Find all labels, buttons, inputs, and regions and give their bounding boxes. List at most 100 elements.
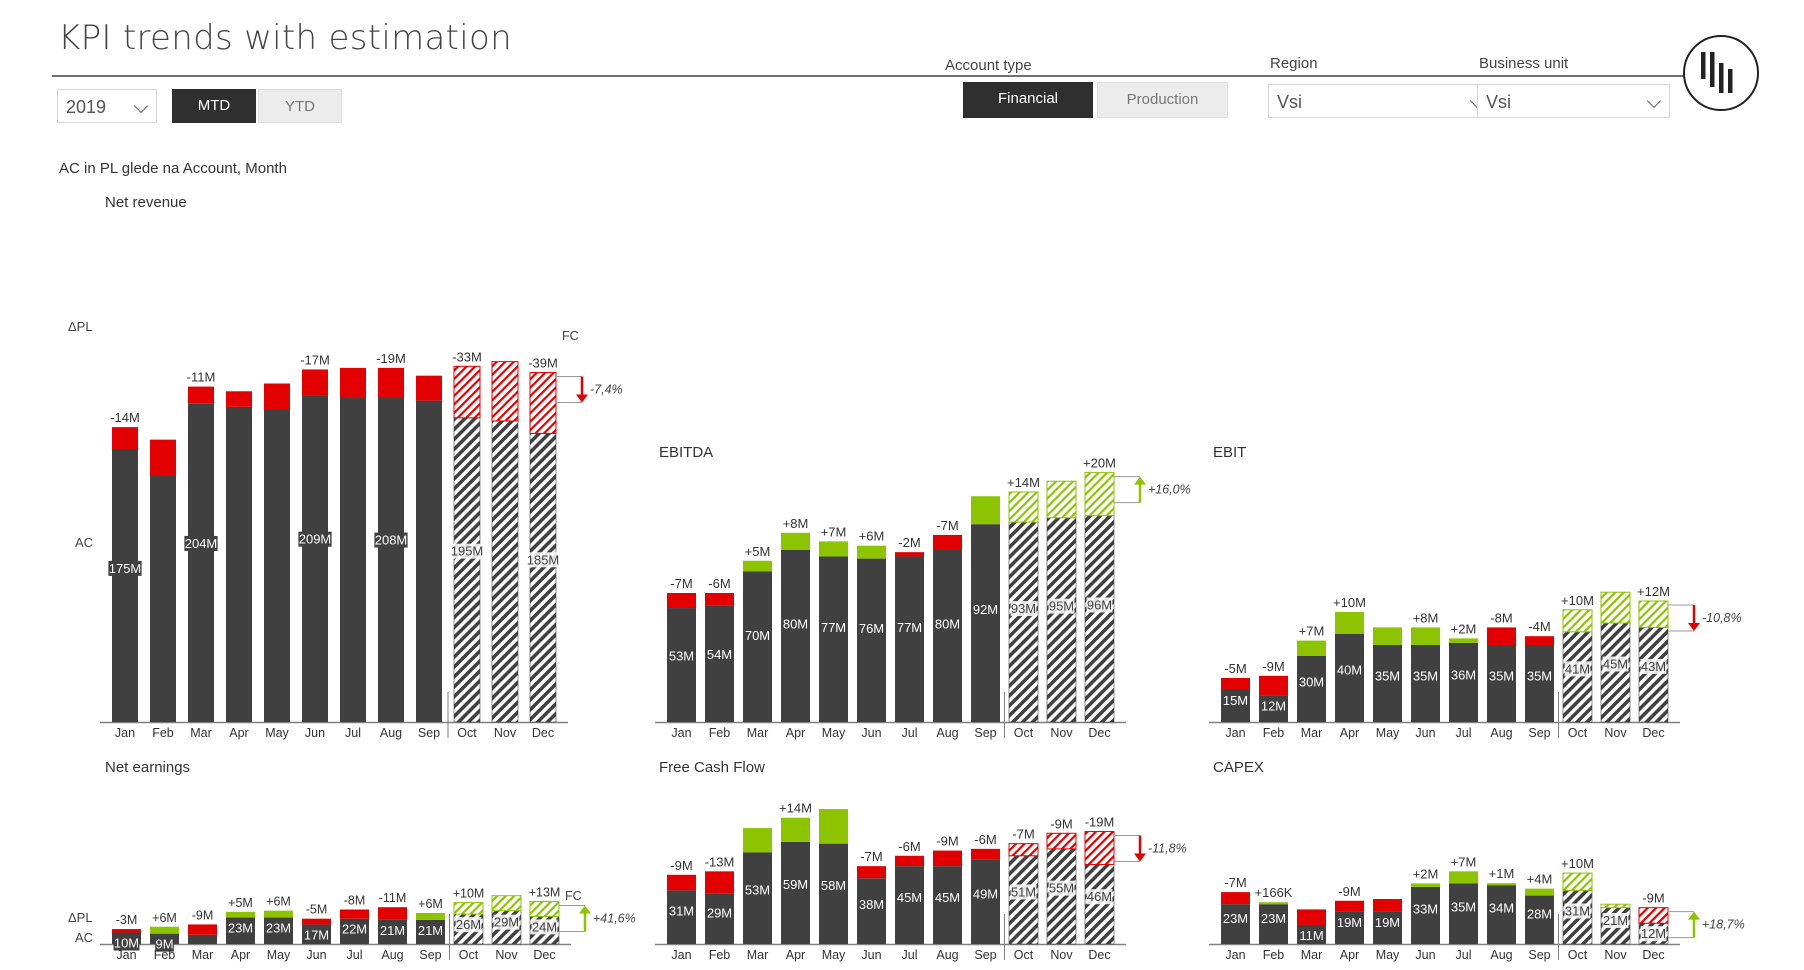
capex-category-label: May [1376, 948, 1400, 962]
net-earnings-delta-jun [302, 918, 331, 925]
net-revenue-category-label: Jun [305, 726, 325, 740]
net-earnings-category-label: Nov [495, 948, 518, 962]
ebitda-value-label: 77M [821, 620, 846, 635]
net-earnings-value-label: 9M [155, 937, 173, 952]
ebitda-value-label: 96M [1087, 597, 1112, 612]
net-earnings-category-label: Jul [347, 948, 363, 962]
ebitda-bar-feb [705, 605, 734, 722]
year-dropdown[interactable]: 2019 [57, 89, 157, 123]
free-cash-flow-value-label: 59M [783, 877, 808, 892]
ebitda-delta-label: +5M [745, 544, 771, 559]
net-revenue-category-label: Mar [190, 726, 212, 740]
business-unit-dropdown[interactable]: Vsi [1477, 84, 1670, 118]
ebit-delta-apr [1335, 612, 1364, 634]
net-revenue-chart: Net revenue -14M 175M Jan Feb -11M 204M Mar Apr M… [68, 194, 623, 740]
net-earnings-category-label: Sep [419, 948, 441, 962]
mtd-button[interactable]: MTD [172, 89, 256, 123]
ebitda-delta-sep [971, 496, 1000, 525]
ebit-value-label: 41M [1565, 661, 1590, 676]
free-cash-flow-bar-apr [781, 841, 810, 944]
net-revenue-delta-jul [340, 367, 366, 398]
capex-delta-oct [1562, 872, 1593, 891]
ebitda-value-label: 95M [1049, 599, 1074, 614]
net-revenue-bar-dec [529, 433, 557, 723]
capex-delta-dec [1638, 907, 1669, 924]
net-earnings-delta-label: +6M [418, 897, 443, 911]
free-cash-flow-category-label: Dec [1088, 948, 1110, 962]
free-cash-flow-value-label: 38M [859, 897, 884, 912]
free-cash-flow-value-label: 55M [1049, 881, 1074, 896]
ytd-button[interactable]: YTD [258, 89, 342, 123]
capex-value-label-bg [1488, 900, 1515, 916]
net-earnings-delta-label: +6M [266, 895, 291, 909]
free-cash-flow-value-label: 58M [821, 878, 846, 893]
capex-value-label: 34M [1489, 901, 1514, 916]
ebitda-delta-label: +20M [1083, 456, 1116, 471]
ebitda-delta-nov [1046, 480, 1077, 519]
free-cash-flow-value-label-bg [820, 877, 847, 893]
ebitda-delta-jun [857, 545, 886, 559]
free-cash-flow-delta-aug [933, 850, 962, 867]
net-revenue-delta-label: -39M [528, 356, 558, 371]
row-label-ac: AC [75, 930, 93, 945]
ebit-value-label: 30M [1299, 675, 1324, 690]
ebitda-delta-oct [1008, 491, 1039, 523]
capex-category-label: Apr [1340, 948, 1359, 962]
net-earnings-delta-label: -11M [379, 891, 407, 905]
free-cash-flow-category-label: Mar [747, 948, 769, 962]
net-revenue-value-label: 204M [185, 536, 218, 551]
ebit-delta-label: +10M [1333, 595, 1366, 610]
net-revenue-delta-may [264, 383, 290, 410]
free-cash-flow-value-label-bg [706, 905, 733, 921]
ebit-value-label-bg [1602, 656, 1629, 672]
capex-delta-aug [1487, 883, 1516, 886]
ebit-value-label-bg [1412, 668, 1439, 684]
net-revenue-bar-nov [491, 420, 519, 723]
ebit-title: EBIT [1213, 444, 1246, 461]
region-dropdown[interactable]: Vsi [1268, 84, 1493, 118]
free-cash-flow-delta-mar [743, 828, 772, 853]
year-dropdown-value: 2019 [66, 97, 107, 117]
net-revenue-delta-oct [453, 365, 481, 419]
net-revenue-category-label: Oct [457, 726, 477, 740]
ebit-value-label-bg [1336, 662, 1363, 678]
production-button[interactable]: Production [1097, 82, 1228, 118]
ebitda-value-label: 54M [707, 647, 732, 662]
ebitda-bar-nov [1046, 517, 1077, 723]
net-earnings-value-label: 10M [114, 936, 139, 951]
net-earnings-value-label: 21M [380, 923, 405, 938]
net-revenue-bar-jul [340, 397, 366, 722]
ebit-category-label: Mar [1301, 726, 1323, 740]
free-cash-flow-value-label-bg [1010, 884, 1037, 900]
ebitda-bar-sep [971, 524, 1000, 722]
free-cash-flow-value-label: 53M [745, 883, 770, 898]
free-cash-flow-category-label: Oct [1014, 948, 1034, 962]
net-earnings-delta-apr [226, 911, 255, 918]
ebit-delta-label: -5M [1224, 661, 1246, 676]
net-revenue-bar-sep [416, 400, 442, 722]
net-revenue-bar-jun [302, 395, 328, 722]
ebit-value-label: 35M [1375, 669, 1400, 684]
ebitda-category-label: Aug [936, 726, 958, 740]
free-cash-flow-total-delta: -11,8% [1148, 842, 1187, 856]
ebit-category-label: Jun [1415, 726, 1435, 740]
account-type-label: Account type [945, 57, 1032, 74]
row-label-delta: ΔPL [68, 319, 93, 334]
free-cash-flow-title: Free Cash Flow [659, 759, 765, 776]
capex-delta-sep [1525, 888, 1554, 896]
net-revenue-bar-mar [188, 403, 214, 722]
ebitda-value-label-bg [1010, 601, 1037, 617]
ebitda-value-label-bg [896, 619, 923, 635]
capex-value-label-bg [1526, 906, 1553, 922]
ebitda-delta-label: -7M [670, 576, 692, 591]
financial-button[interactable]: Financial [963, 82, 1093, 118]
ebitda-value-label: 80M [935, 616, 960, 631]
ebit-delta-dec [1638, 600, 1669, 628]
ebit-category-label: Feb [1263, 726, 1285, 740]
net-earnings-fc-label: FC [565, 889, 582, 903]
net-earnings-delta-label: -9M [192, 908, 214, 922]
business-unit-label: Business unit [1479, 55, 1569, 72]
net-earnings-value-label-bg [341, 921, 368, 937]
ebitda-bar-jul [895, 556, 924, 722]
net-earnings-bar-mar [188, 934, 217, 944]
